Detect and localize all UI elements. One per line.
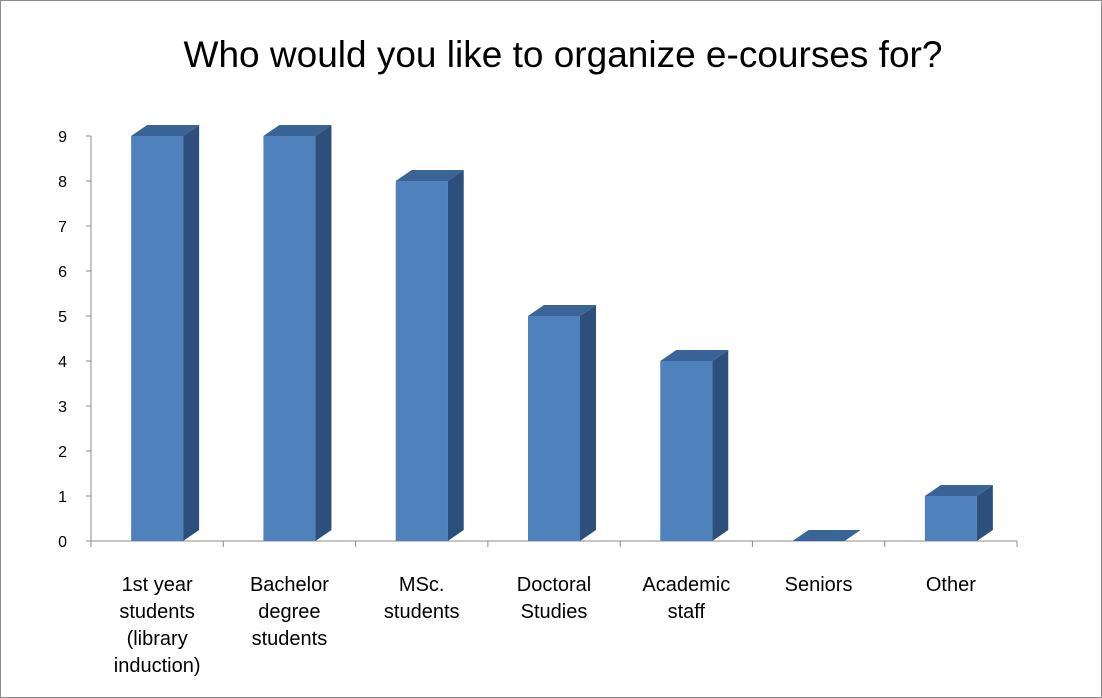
bar-side [580,305,596,541]
x-category-label-line: 1st year [122,574,193,596]
bar [792,530,861,541]
bar-top [528,305,596,316]
chart-title: Who would you like to organize e-courses… [184,34,943,75]
bar-front [395,181,448,541]
x-category-label-line: Studies [521,601,588,623]
bar-top [395,170,464,181]
x-category-label-line: induction) [114,655,201,677]
x-category-label-line: staff [668,601,706,623]
bar-side [447,170,464,541]
y-axis: 0 1 2 3 4 5 6 7 8 9 [58,129,92,551]
x-category-label-line: MSc. [399,574,445,596]
bar [131,125,200,541]
x-category-label-line: students [384,601,460,623]
x-axis [90,540,1018,547]
bar-front [924,496,977,541]
x-category-label-line: students [119,601,195,623]
x-category-label: Other [926,574,976,596]
x-category-label: Bachelor degree students [250,574,329,650]
y-tick-label: 7 [58,219,67,236]
bar [263,125,332,541]
bars [131,125,993,541]
bar [924,485,993,541]
category-labels: 1st year students (library induction) Bachel… [114,574,976,677]
x-category-label-line: (library [127,628,188,650]
x-category-label-line: degree [258,601,320,623]
bar-top [660,350,729,361]
bar [528,305,596,541]
bar-front [660,361,713,541]
bar-top [131,125,200,136]
bar-side [315,125,332,541]
y-tick-label: 0 [58,534,67,551]
bar-front [263,136,316,541]
y-tick-label: 3 [58,399,67,416]
bar-front [131,136,184,541]
bar-side [712,350,729,541]
x-category-label-line: Seniors [785,574,853,596]
bar-side [976,485,993,541]
x-category-label: Seniors [785,574,853,596]
y-tick-label: 2 [58,444,67,461]
bar-front [528,316,580,541]
bar-top [924,485,993,496]
bar-top [263,125,332,136]
bar [395,170,464,541]
x-category-label-line: Doctoral [517,574,591,596]
y-tick-label: 9 [58,129,67,146]
bar-side [183,125,200,541]
y-tick-label: 1 [58,489,67,506]
bar [660,350,729,541]
bar-top [792,530,861,541]
x-category-label-line: Other [926,574,976,596]
y-tick-label: 4 [58,354,67,371]
x-category-label-line: students [252,628,328,650]
x-category-label: Academic staff [642,574,730,623]
y-tick-label: 5 [58,309,67,326]
x-category-label-line: Academic [642,574,730,596]
x-category-label-line: Bachelor [250,574,329,596]
x-category-label: 1st year students (library induction) [114,574,201,677]
x-category-label: MSc. students [384,574,460,623]
x-category-label: Doctoral Studies [517,574,591,623]
y-tick-label: 6 [58,264,67,281]
y-tick-label: 8 [58,174,67,191]
